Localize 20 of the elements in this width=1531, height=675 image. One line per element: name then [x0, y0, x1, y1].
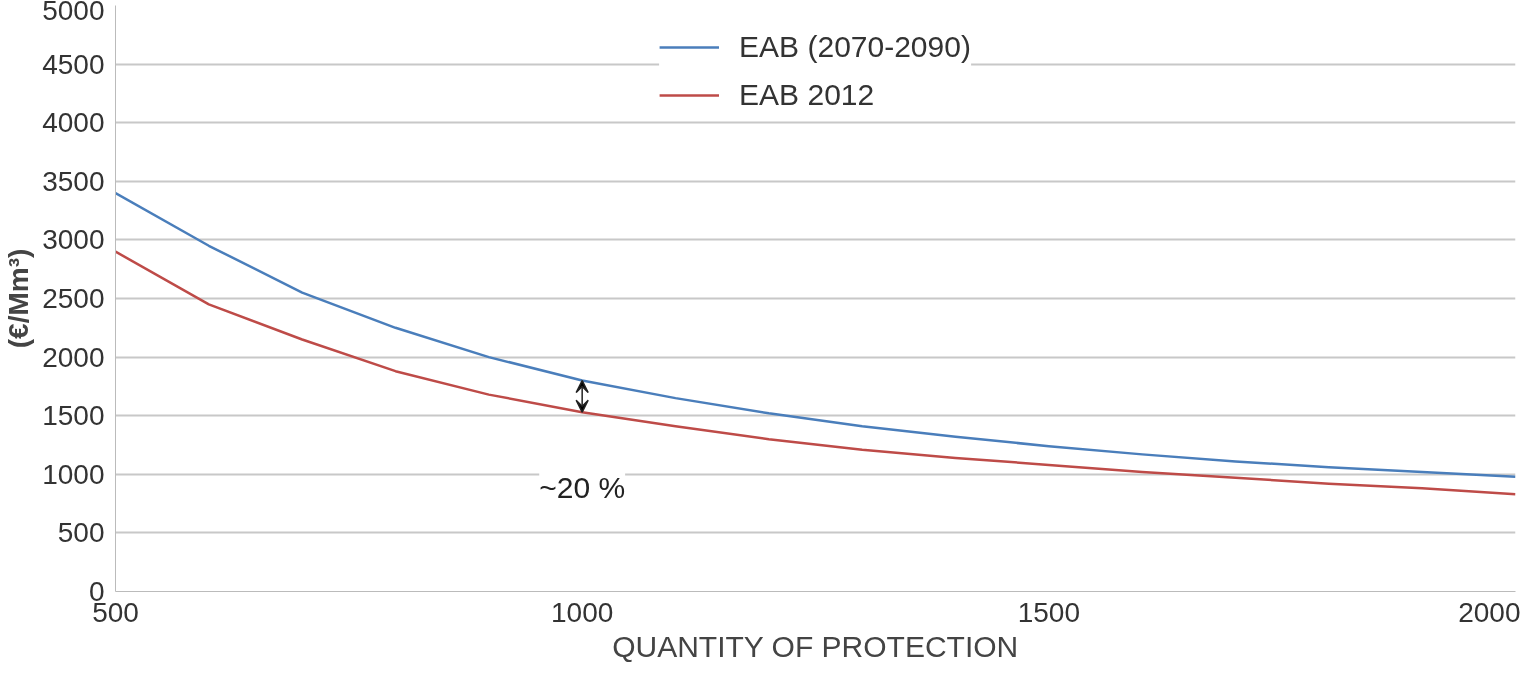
y-tick-label: 500 — [57, 517, 105, 549]
legend-label: EAB (2070-2090) — [739, 30, 971, 64]
y-tick-label: 3000 — [42, 224, 105, 256]
x-tick-label: 2000 — [1458, 596, 1521, 628]
x-axis-title: QUANTITY OF PROTECTION — [612, 629, 1019, 663]
y-tick-label: 1000 — [42, 458, 105, 490]
line-series — [115, 191, 1516, 478]
y-axis-title: (€/Mm³) — [3, 248, 35, 349]
line-series — [115, 250, 1516, 496]
x-tick-label: 1500 — [1017, 596, 1080, 628]
y-tick-label: 4500 — [42, 48, 105, 80]
y-tick-label: 1500 — [42, 400, 105, 432]
y-tick-label: 2500 — [42, 283, 105, 314]
legend-label: EAB 2012 — [739, 78, 875, 112]
x-tick-label: 1000 — [551, 596, 614, 628]
y-tick-label: 4000 — [42, 107, 105, 139]
y-tick-label: 2000 — [42, 341, 105, 373]
annotation: ~20 % — [539, 470, 626, 504]
y-tick-label: 5000 — [42, 0, 105, 26]
y-tick-label: 3500 — [42, 165, 105, 197]
